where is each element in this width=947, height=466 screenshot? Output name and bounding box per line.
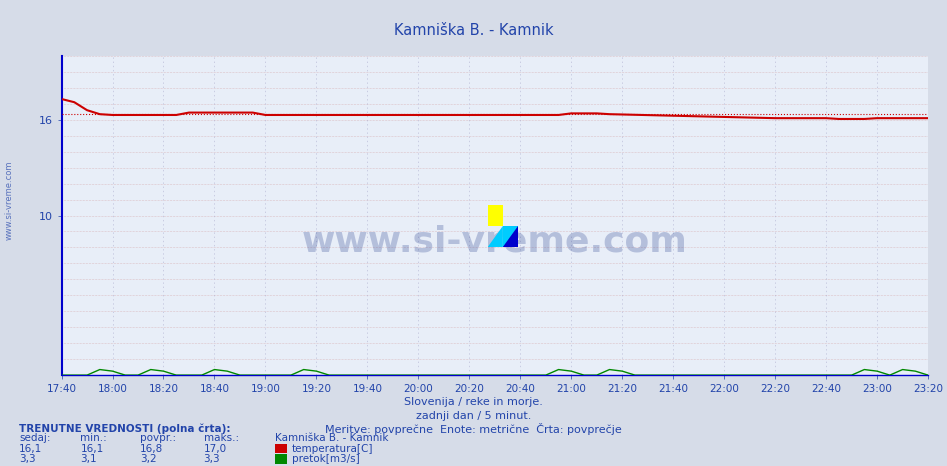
Text: 17,0: 17,0 bbox=[204, 444, 226, 454]
Text: min.:: min.: bbox=[80, 433, 107, 443]
Text: maks.:: maks.: bbox=[204, 433, 239, 443]
Text: 3,2: 3,2 bbox=[140, 454, 157, 464]
Text: sedaj:: sedaj: bbox=[19, 433, 50, 443]
Text: 16,8: 16,8 bbox=[140, 444, 164, 454]
Text: 3,3: 3,3 bbox=[204, 454, 221, 464]
Text: temperatura[C]: temperatura[C] bbox=[292, 444, 373, 454]
Text: TRENUTNE VREDNOSTI (polna črta):: TRENUTNE VREDNOSTI (polna črta): bbox=[19, 424, 230, 434]
Text: pretok[m3/s]: pretok[m3/s] bbox=[292, 454, 360, 464]
Text: 3,1: 3,1 bbox=[80, 454, 98, 464]
Bar bbox=[503, 226, 518, 247]
Text: Kamniška B. - Kamnik: Kamniška B. - Kamnik bbox=[275, 433, 388, 443]
Text: Slovenija / reke in morje.: Slovenija / reke in morje. bbox=[404, 397, 543, 407]
Polygon shape bbox=[503, 226, 518, 247]
Text: www.si-vreme.com: www.si-vreme.com bbox=[302, 224, 688, 258]
Text: 16,1: 16,1 bbox=[19, 444, 43, 454]
Text: www.si-vreme.com: www.si-vreme.com bbox=[5, 161, 14, 240]
Text: Kamniška B. - Kamnik: Kamniška B. - Kamnik bbox=[394, 23, 553, 38]
Text: Meritve: povprečne  Enote: metrične  Črta: povprečje: Meritve: povprečne Enote: metrične Črta:… bbox=[325, 423, 622, 435]
Text: 16,1: 16,1 bbox=[80, 444, 104, 454]
Text: povpr.:: povpr.: bbox=[140, 433, 176, 443]
Polygon shape bbox=[488, 226, 503, 247]
Bar bbox=[488, 205, 503, 226]
Text: zadnji dan / 5 minut.: zadnji dan / 5 minut. bbox=[416, 411, 531, 421]
Text: 3,3: 3,3 bbox=[19, 454, 36, 464]
